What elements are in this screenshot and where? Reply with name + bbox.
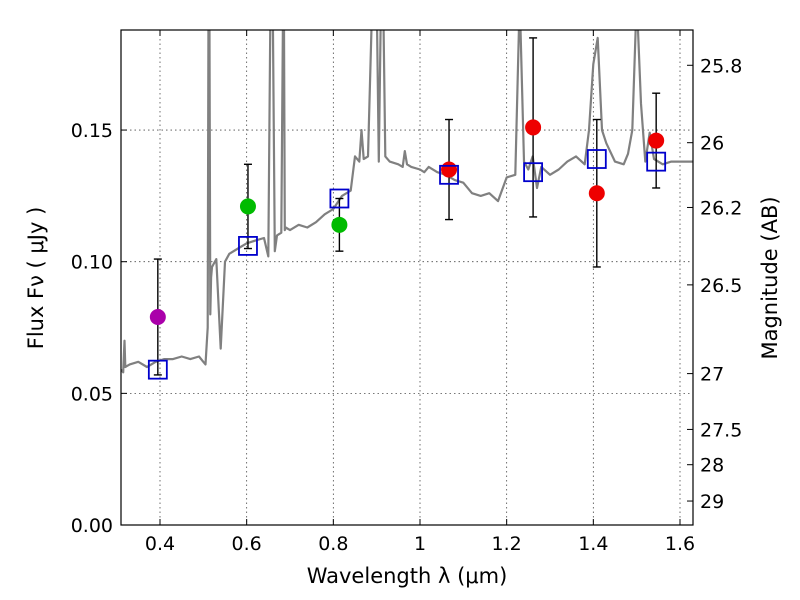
model-spectrum (121, 30, 693, 374)
observed-point (149, 308, 166, 325)
observed-point (441, 161, 458, 178)
observed-point (525, 119, 542, 136)
right-tick-label: 26.5 (700, 275, 742, 297)
y-axis-ticks: 0.00 0.05 0.10 0.15 (71, 120, 127, 537)
synthetic-point (523, 162, 543, 183)
x-tick-label: 0.8 (318, 533, 348, 555)
y-tick-label: 0.00 (71, 515, 113, 537)
y-tick-label: 0.15 (71, 120, 113, 142)
right-axis-ticks: 25.8 26 26.2 26.5 27 27.5 28 29 (687, 55, 742, 513)
x-tick-label: 1.4 (578, 533, 608, 555)
x-tick-label: 1.2 (492, 533, 522, 555)
x-axis-label: Wavelength λ (μm) (307, 564, 508, 588)
observed-point (331, 216, 348, 233)
observed-point (648, 132, 665, 149)
synthetic-point (439, 164, 459, 185)
model-spectrum-line (121, 30, 693, 374)
right-tick-label: 27 (700, 364, 724, 386)
right-tick-label: 26 (700, 133, 724, 155)
y-axis-label: Flux Fν ( μJy ) (24, 207, 48, 350)
right-tick-label: 29 (700, 491, 724, 513)
synthetic-point (646, 151, 667, 172)
synthetic-point (238, 236, 258, 256)
right-tick-label: 26.2 (700, 197, 742, 219)
right-tick-label: 25.8 (700, 55, 742, 77)
x-axis-ticks: 0.4 0.6 0.8 1 1.2 1.4 1.6 (145, 30, 695, 555)
x-tick-label: 1 (414, 533, 426, 555)
right-axis-label: Magnitude (AB) (758, 196, 782, 359)
synthetic-point (147, 359, 168, 380)
x-tick-label: 1.6 (665, 533, 695, 555)
error-bars (153, 37, 661, 376)
observed-point (588, 185, 605, 202)
y-tick-label: 0.10 (71, 252, 113, 274)
x-tick-label: 0.6 (232, 533, 262, 555)
y-tick-label: 0.05 (71, 383, 113, 405)
synthetic-flux-boxes (147, 149, 667, 380)
plot-frame (120, 29, 694, 526)
x-tick-label: 0.4 (145, 533, 175, 555)
synthetic-point (329, 188, 350, 209)
synthetic-point (586, 149, 607, 169)
right-tick-label: 28 (700, 455, 724, 477)
observed-point (239, 198, 256, 215)
right-tick-label: 27.5 (700, 419, 742, 441)
